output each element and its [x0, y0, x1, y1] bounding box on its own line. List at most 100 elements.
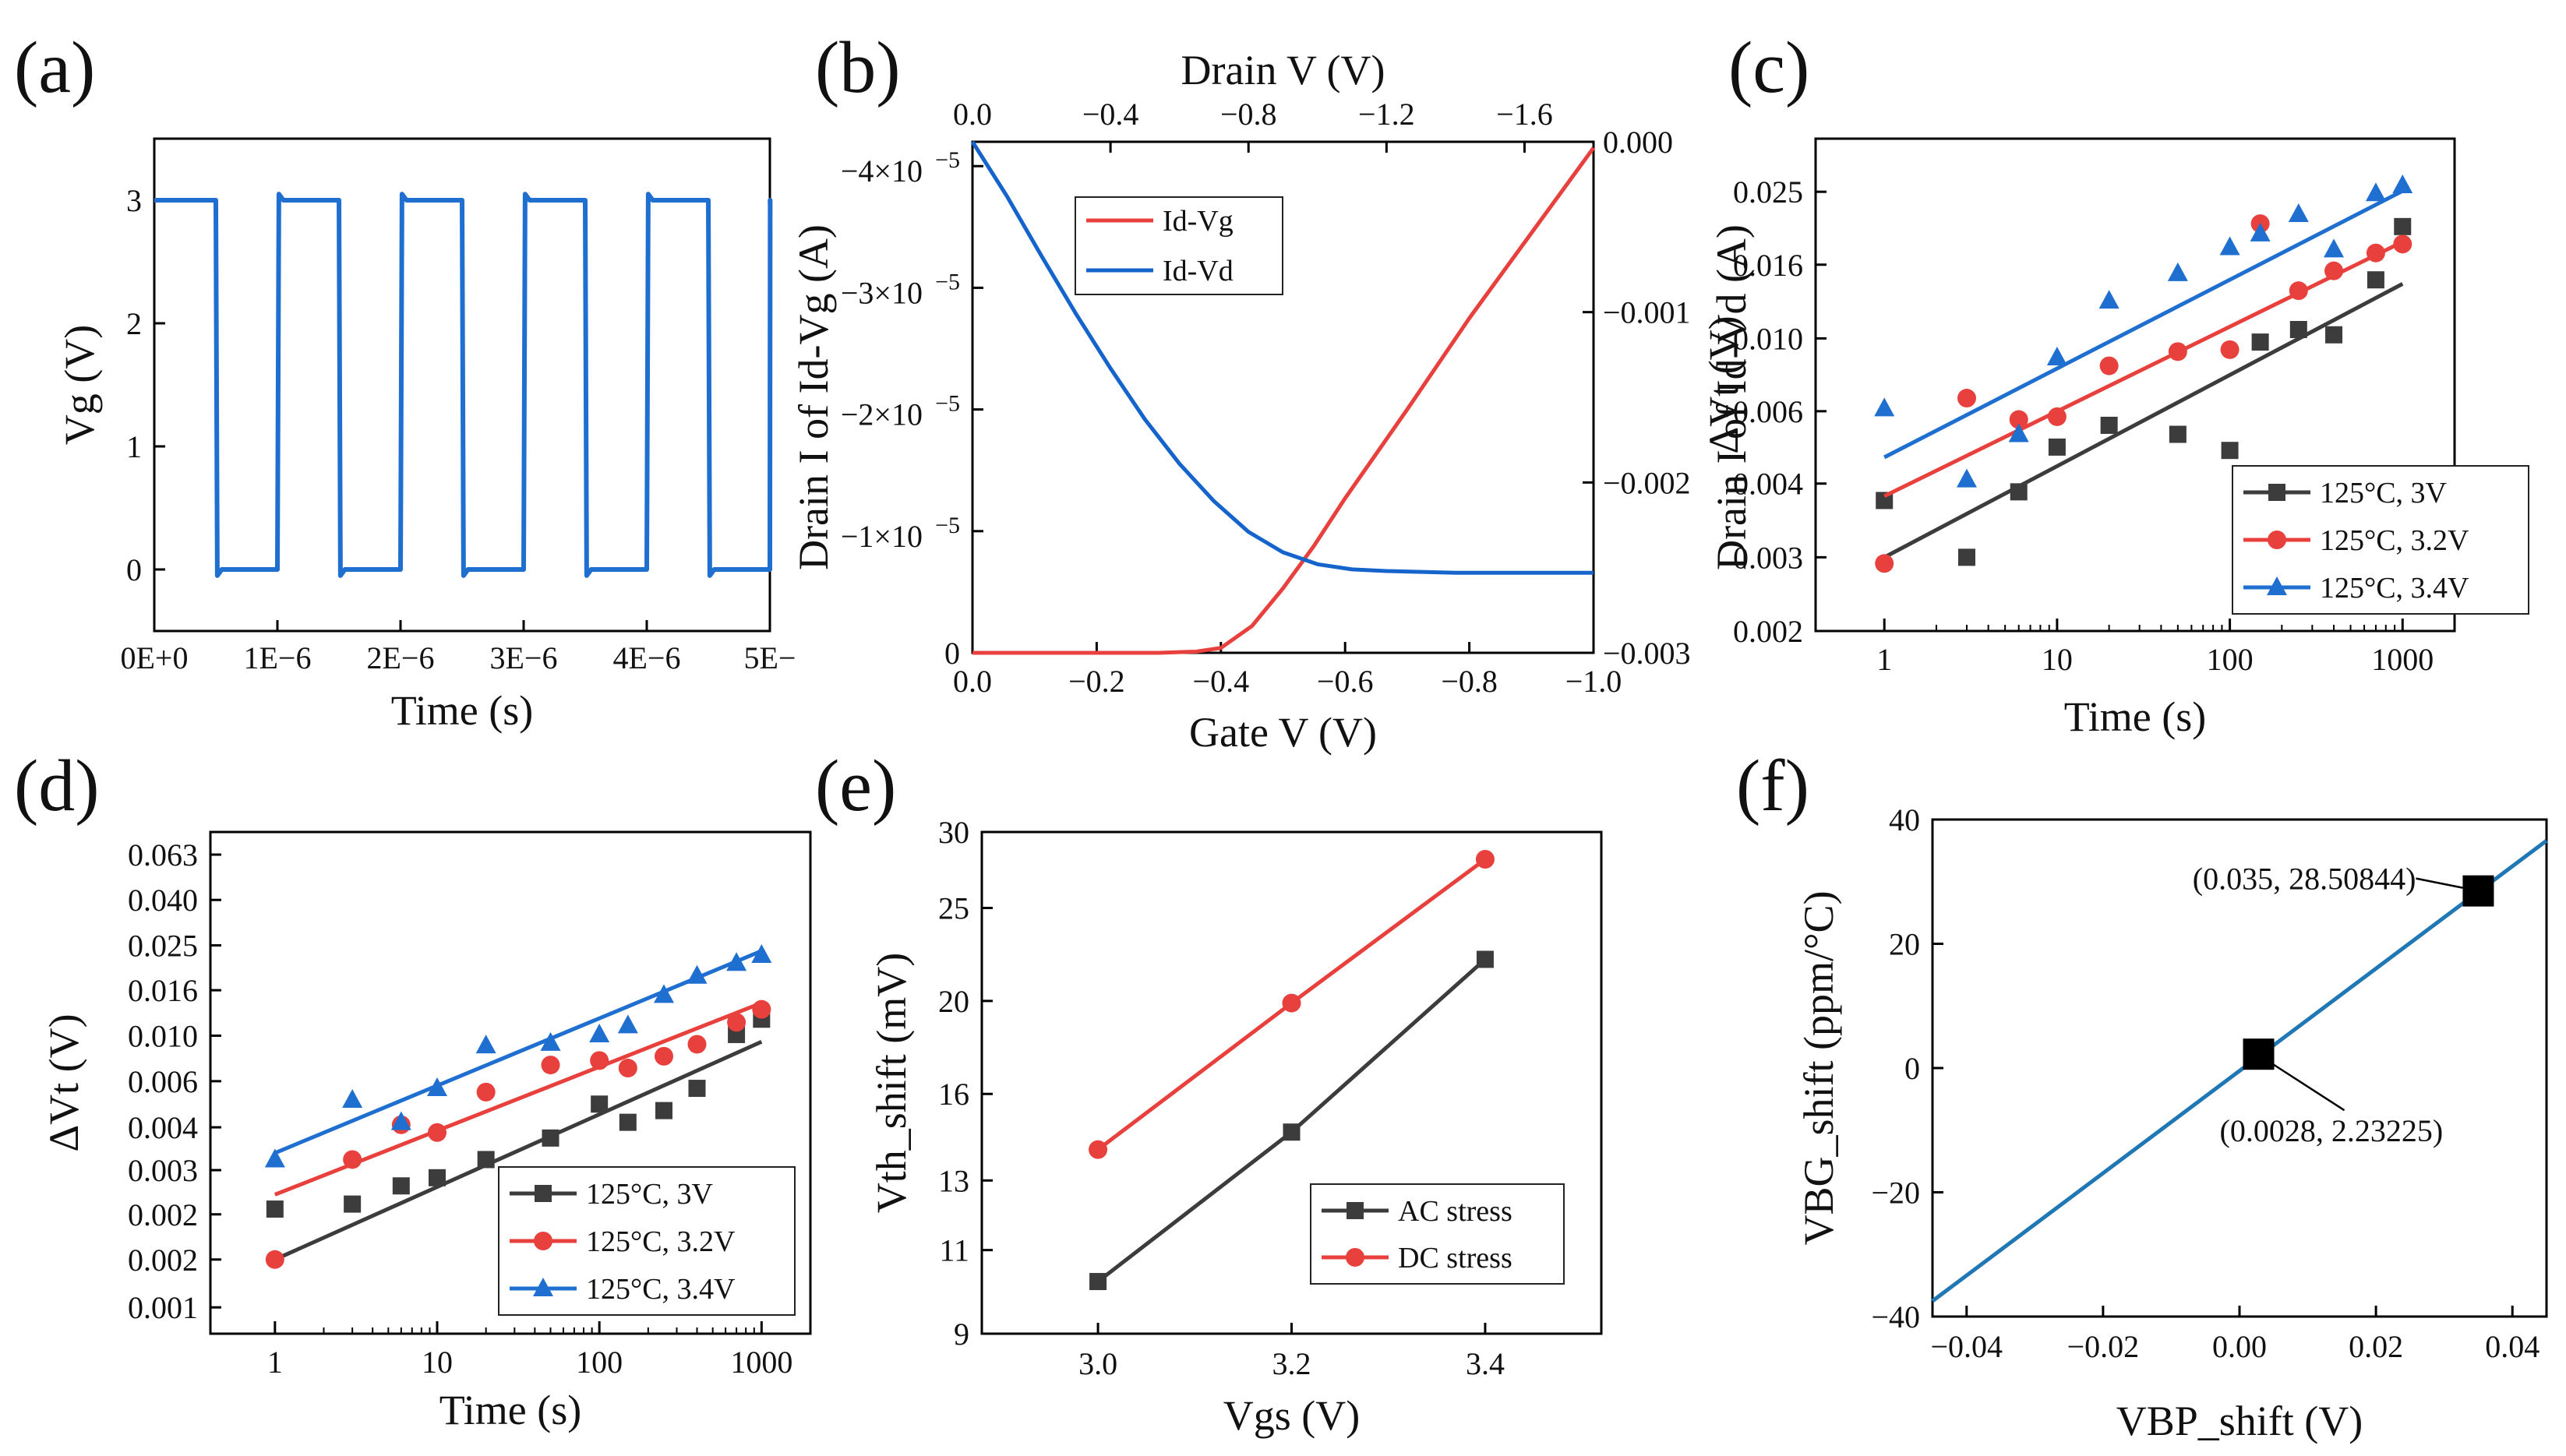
e-y-tick-label: 11	[939, 1233, 969, 1268]
log-x-tick-label: 100	[2207, 642, 2254, 677]
b-x-tick-label: −0.2	[1068, 664, 1125, 699]
data-point	[655, 1046, 674, 1066]
data-point	[390, 1111, 411, 1130]
data-point	[727, 1013, 747, 1032]
e-y-tick-label: 30	[938, 815, 969, 850]
data-point	[1875, 554, 1894, 573]
data-point	[687, 964, 708, 984]
b-y-tick-label: −3×10	[841, 275, 923, 310]
panel-label-f: (f)	[1736, 746, 1809, 827]
vg-waveform	[154, 192, 773, 578]
point-annotation: (0.0028, 2.23225)	[2220, 1113, 2444, 1148]
log-y-tick-label: 0.063	[128, 837, 198, 873]
data-point	[2365, 182, 2386, 202]
data-point	[542, 1129, 559, 1147]
data-point	[475, 1035, 496, 1054]
e-y-tick-label: 9	[954, 1317, 969, 1352]
b-x2-tick-label: 0.0	[953, 97, 992, 132]
data-point	[2324, 238, 2345, 258]
log-y-tick-label: 0.010	[1733, 321, 1803, 356]
data-point	[266, 1200, 284, 1218]
data-point	[2392, 174, 2413, 193]
fit-line-0	[274, 1039, 763, 1262]
legend: 125°C, 3V 125°C, 3.2V 125°C, 3.4V	[498, 1166, 796, 1316]
log-y-tick-label: 0.025	[128, 929, 198, 964]
legend-entry: 125°C, 3V	[586, 1178, 714, 1211]
data-point	[344, 1195, 362, 1213]
f-y-tick-label: 40	[1889, 802, 1920, 837]
b-y-tick-label: −2×10	[841, 397, 923, 432]
log-y-tick-label: 0.002	[1733, 614, 1803, 649]
log-y-tick-label: 0.040	[128, 883, 198, 918]
b-x-tick-label: −1.0	[1565, 664, 1622, 699]
data-point	[1283, 1123, 1301, 1141]
y-axis-title: VBG_shift (ppm/°C)	[1795, 890, 1842, 1245]
fit-line-1	[1883, 240, 2404, 499]
data-point	[429, 1169, 446, 1186]
data-point	[2008, 423, 2029, 442]
data-point	[2047, 407, 2067, 426]
log-y-tick-label: 0.002	[128, 1243, 198, 1278]
b-x-tick-label: −0.4	[1193, 664, 1250, 699]
data-point	[2367, 271, 2384, 289]
b-y-tick-exponent: −5	[935, 391, 960, 417]
legend-entry: 125°C, 3.4V	[586, 1273, 736, 1306]
data-point	[619, 1113, 637, 1131]
log-y-tick-label: 0.016	[128, 973, 198, 1008]
data-point	[2220, 340, 2240, 359]
y-axis-title: ΔVt (V)	[41, 1014, 87, 1151]
data-point	[541, 1056, 560, 1075]
data-point	[1957, 389, 1976, 408]
data-point	[2009, 410, 2028, 429]
log-y-tick-label: 0.016	[1733, 248, 1803, 283]
legend-box	[1075, 196, 1283, 295]
x-axis-title: VBP_shift (V)	[2116, 1398, 2363, 1444]
panel-b-frame	[971, 140, 1595, 654]
b-x2-tick-label: −0.4	[1082, 97, 1139, 132]
log-y-tick-label: 0.006	[1733, 394, 1803, 429]
data-point	[428, 1123, 447, 1142]
b-x2-tick-label: −0.8	[1220, 97, 1277, 132]
data-point	[2250, 222, 2271, 241]
panel-d-frame	[209, 830, 812, 1335]
a-y-tick-label: 1	[126, 429, 142, 464]
x-axis-title: Time (s)	[439, 1387, 582, 1433]
panel-label-c: (c)	[1728, 27, 1809, 108]
data-point	[2168, 342, 2187, 361]
b-x-tick-label: 0.0	[953, 664, 992, 699]
legend-marker	[2268, 484, 2285, 501]
f-x-tick-label: 0.04	[2485, 1329, 2540, 1364]
b-y-tick-label: −1×10	[841, 519, 923, 554]
e-x-tick-label: 3.0	[1078, 1346, 1117, 1381]
fit-line-2	[1883, 189, 2404, 460]
a-x-tick-label: 4E−6	[613, 640, 681, 675]
data-point	[687, 1035, 707, 1054]
a-y-tick-label: 3	[126, 183, 142, 218]
data-point	[1282, 993, 1301, 1013]
b-y-tick-exponent: −5	[935, 513, 960, 538]
point-annotation: (0.035, 28.50844)	[2193, 862, 2416, 897]
data-point	[752, 999, 771, 1019]
data-point	[751, 944, 772, 964]
e-x-tick-label: 3.4	[1466, 1346, 1505, 1381]
data-point	[264, 1148, 285, 1168]
legend-marker	[1346, 1248, 1364, 1267]
b-x-tick-label: −0.8	[1441, 664, 1498, 699]
b-y2-tick-label: −0.003	[1603, 636, 1691, 671]
f-x-tick-label: 0.02	[2349, 1329, 2403, 1364]
data-point	[2394, 217, 2412, 235]
log-x-tick-label: 10	[2042, 642, 2073, 677]
legend-entry: 125°C, 3V	[2320, 477, 2448, 509]
log-x-tick-label: 1	[267, 1345, 283, 1380]
highlight-point	[2462, 875, 2494, 907]
data-point	[343, 1150, 362, 1169]
data-point	[2169, 425, 2187, 443]
data-point	[2221, 442, 2239, 460]
x2-axis-title: Drain V (V)	[1181, 47, 1385, 93]
log-y-tick-label: 0.025	[1733, 175, 1803, 210]
highlight-point	[2243, 1038, 2275, 1070]
log-x-tick-label: 10	[422, 1345, 453, 1380]
id-vd-curve	[970, 140, 1594, 575]
legend-marker	[533, 1278, 553, 1296]
f-y-tick-label: 20	[1889, 927, 1920, 962]
